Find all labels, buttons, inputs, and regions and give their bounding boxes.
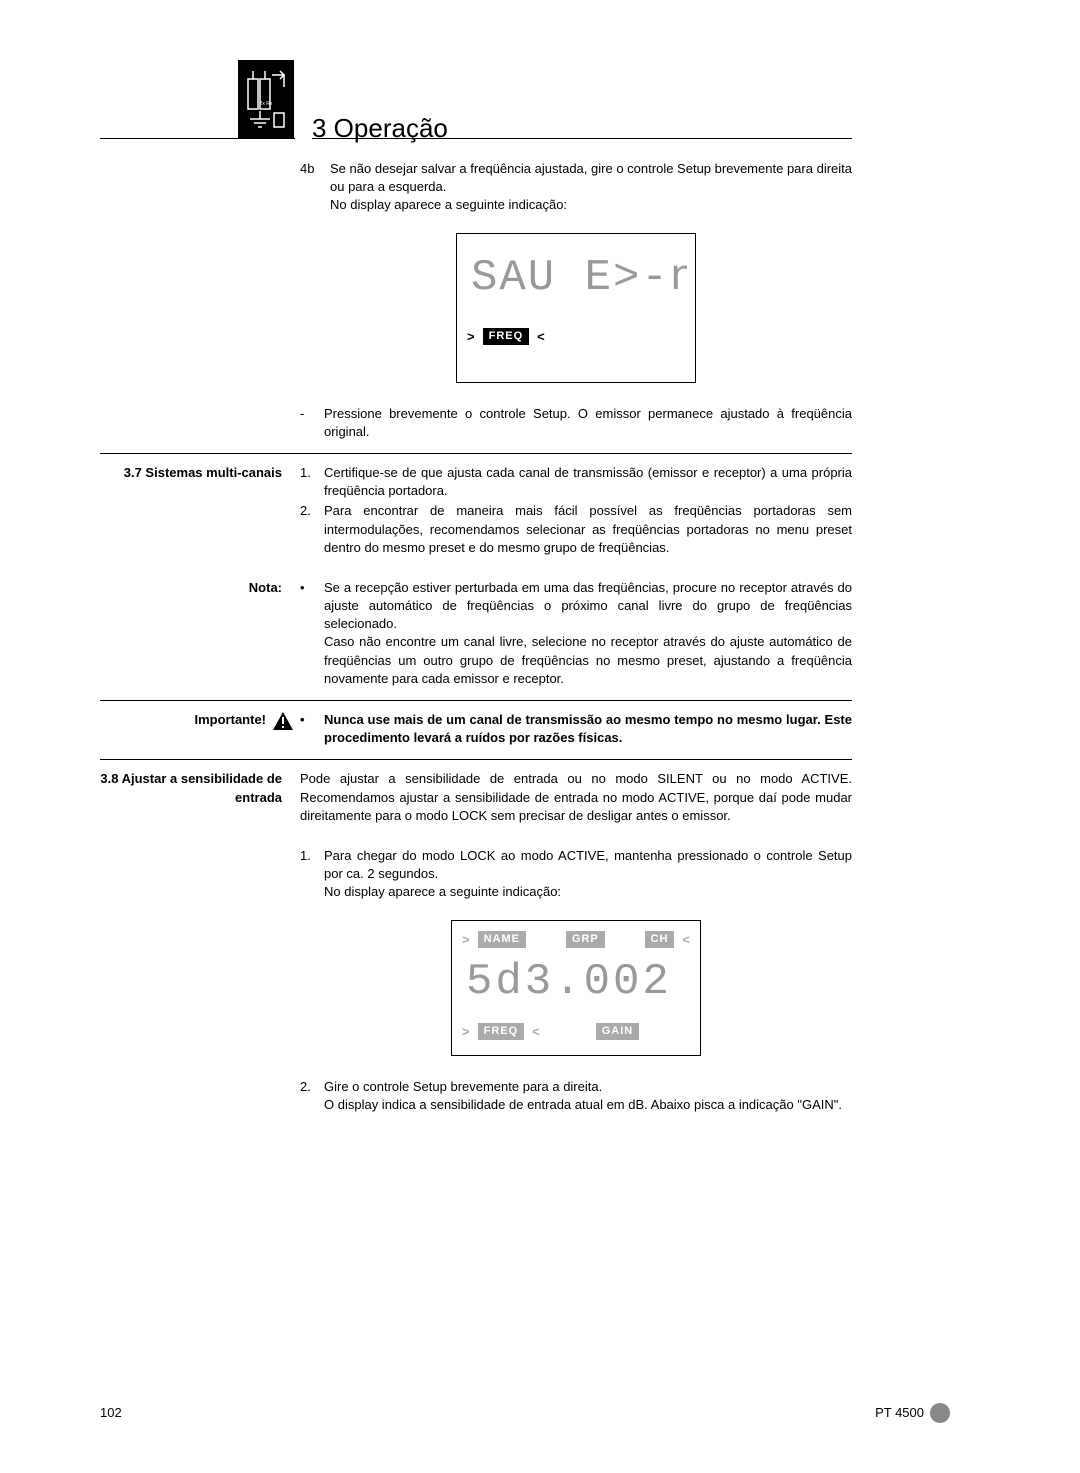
lcd-tag-freq: FREQ xyxy=(483,328,530,345)
section-title: 3 Operação xyxy=(312,110,448,146)
lcd-tag-name: NAME xyxy=(478,931,526,948)
arrow-left-icon: > xyxy=(462,931,470,949)
page-content: 4b Se não desejar salvar a freqüência aj… xyxy=(100,160,852,1124)
dash-bullet: - xyxy=(300,405,324,441)
nota-text1: Se a recepção estiver perturbada em uma … xyxy=(324,580,852,631)
page-footer: 102 PT 4500 xyxy=(100,1403,950,1423)
sec38-item2a: Gire o controle Setup brevemente para a … xyxy=(324,1079,602,1094)
list-number-1b: 1. xyxy=(300,847,324,902)
lcd-display-2: > NAME GRP CH < 5d3.002 > FREQ xyxy=(451,920,701,1056)
importante-label: Importante! xyxy=(195,711,267,729)
sec37-item2: Para encontrar de maneira mais fácil pos… xyxy=(324,502,852,557)
rule-right xyxy=(312,138,852,139)
list-number-1: 1. xyxy=(300,464,324,500)
nota-text2: Caso não encontre um canal livre, seleci… xyxy=(324,634,852,685)
step-label-4b: 4b xyxy=(300,160,330,215)
nota-label: Nota: xyxy=(100,579,300,690)
section-3-8-label: 3.8 Ajustar a sensibilidade de entrada xyxy=(100,770,300,825)
arrow-left-icon: > xyxy=(467,328,475,346)
page-number: 102 xyxy=(100,1404,122,1422)
sec38-item1b: No display aparece a seguinte indicação: xyxy=(324,884,561,899)
svg-text:2x Rx: 2x Rx xyxy=(260,101,273,107)
sec38-para: Pode ajustar a sensibilidade de entrada … xyxy=(300,770,852,825)
arrow-left-icon: > xyxy=(462,1023,470,1041)
model-label: PT 4500 xyxy=(875,1404,924,1422)
arrow-right-icon: < xyxy=(532,1023,540,1041)
lcd-tag-gain: GAIN xyxy=(596,1023,640,1040)
lcd-tag-ch: CH xyxy=(645,931,675,948)
lcd-display-1: SAU E>-n< > FREQ < xyxy=(456,233,696,383)
arrow-right-icon: < xyxy=(682,931,690,949)
brand-logo-icon xyxy=(930,1403,950,1423)
svg-text:5d3.002: 5d3.002 xyxy=(466,957,672,1003)
sec38-item2b: O display indica a sensibilidade de entr… xyxy=(324,1097,842,1112)
importante-text: Nunca use mais de um canal de transmissã… xyxy=(324,711,852,747)
sec38-item1a: Para chegar do modo LOCK ao modo ACTIVE,… xyxy=(324,848,852,881)
warning-icon xyxy=(272,711,294,731)
arrow-right-icon: < xyxy=(537,328,545,346)
sec37-item1: Certifique-se de que ajusta cada canal d… xyxy=(324,464,852,500)
product-icon: 2x Rx xyxy=(238,60,294,138)
bullet-icon: • xyxy=(300,579,324,688)
dash-text: Pressione brevemente o controle Setup. O… xyxy=(324,405,852,441)
step-4b-text2: No display aparece a seguinte indicação: xyxy=(330,197,567,212)
section-3-7-label: 3.7 Sistemas multi-canais xyxy=(100,464,300,559)
svg-text:SAU E>-n<: SAU E>-n< xyxy=(471,253,687,303)
bullet-icon: • xyxy=(300,711,324,747)
step-4b-text1: Se não desejar salvar a freqüência ajust… xyxy=(330,161,852,194)
list-number-2: 2. xyxy=(300,502,324,557)
list-number-2b: 2. xyxy=(300,1078,324,1114)
lcd-tag-grp: GRP xyxy=(566,931,605,948)
lcd-tag-freq2: FREQ xyxy=(478,1023,525,1040)
rule-left xyxy=(100,138,295,139)
